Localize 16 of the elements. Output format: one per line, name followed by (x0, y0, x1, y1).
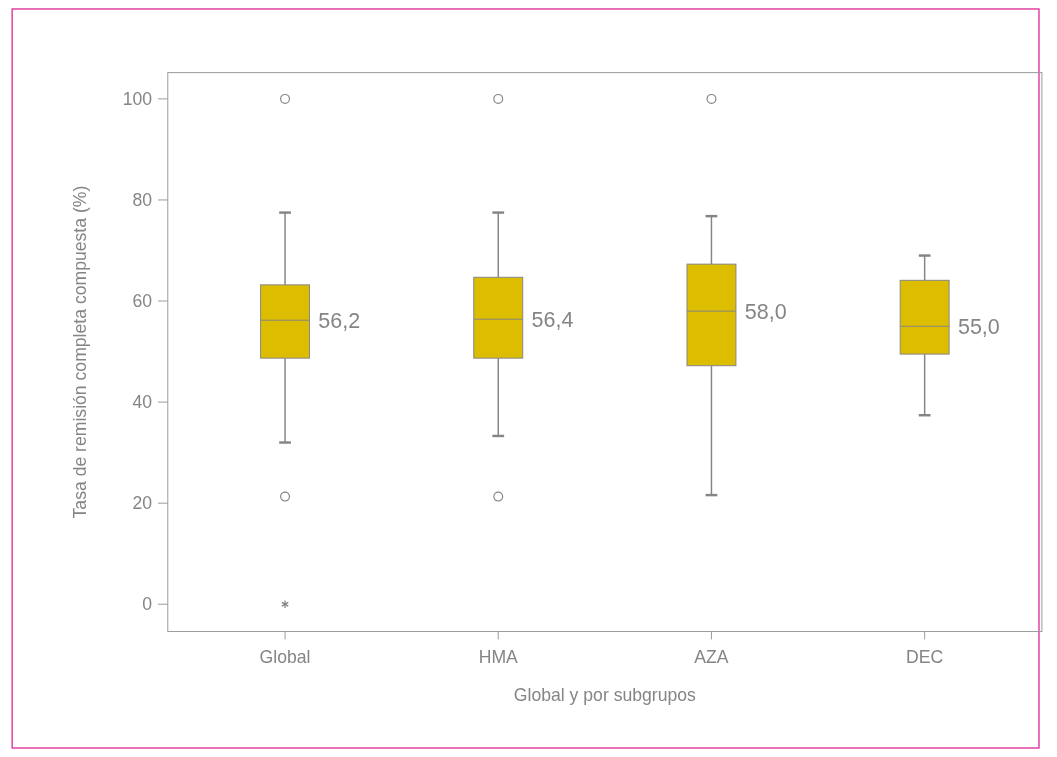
y-tick-label: 20 (132, 493, 153, 514)
y-tick-label: 80 (132, 190, 153, 211)
x-tick-label: HMA (478, 646, 519, 667)
y-tick-label: 0 (142, 594, 153, 615)
x-axis-title: Global y por subgrupos (513, 685, 697, 706)
text: 55,0 (957, 315, 1000, 340)
x-tick-label: AZA (694, 646, 729, 667)
y-tick-label: 60 (132, 291, 153, 312)
x-tick-label: Global (259, 646, 311, 667)
x-tick-label: DEC (906, 646, 944, 667)
text: 58,0 (744, 299, 787, 324)
text: 56,2 (318, 309, 361, 334)
y-tick-label: 100 (122, 89, 153, 110)
text: 56,4 (531, 308, 574, 333)
y-tick-label: 40 (132, 392, 153, 413)
y-axis-title: Tasa de remisión completa compuesta (%) (69, 185, 90, 519)
